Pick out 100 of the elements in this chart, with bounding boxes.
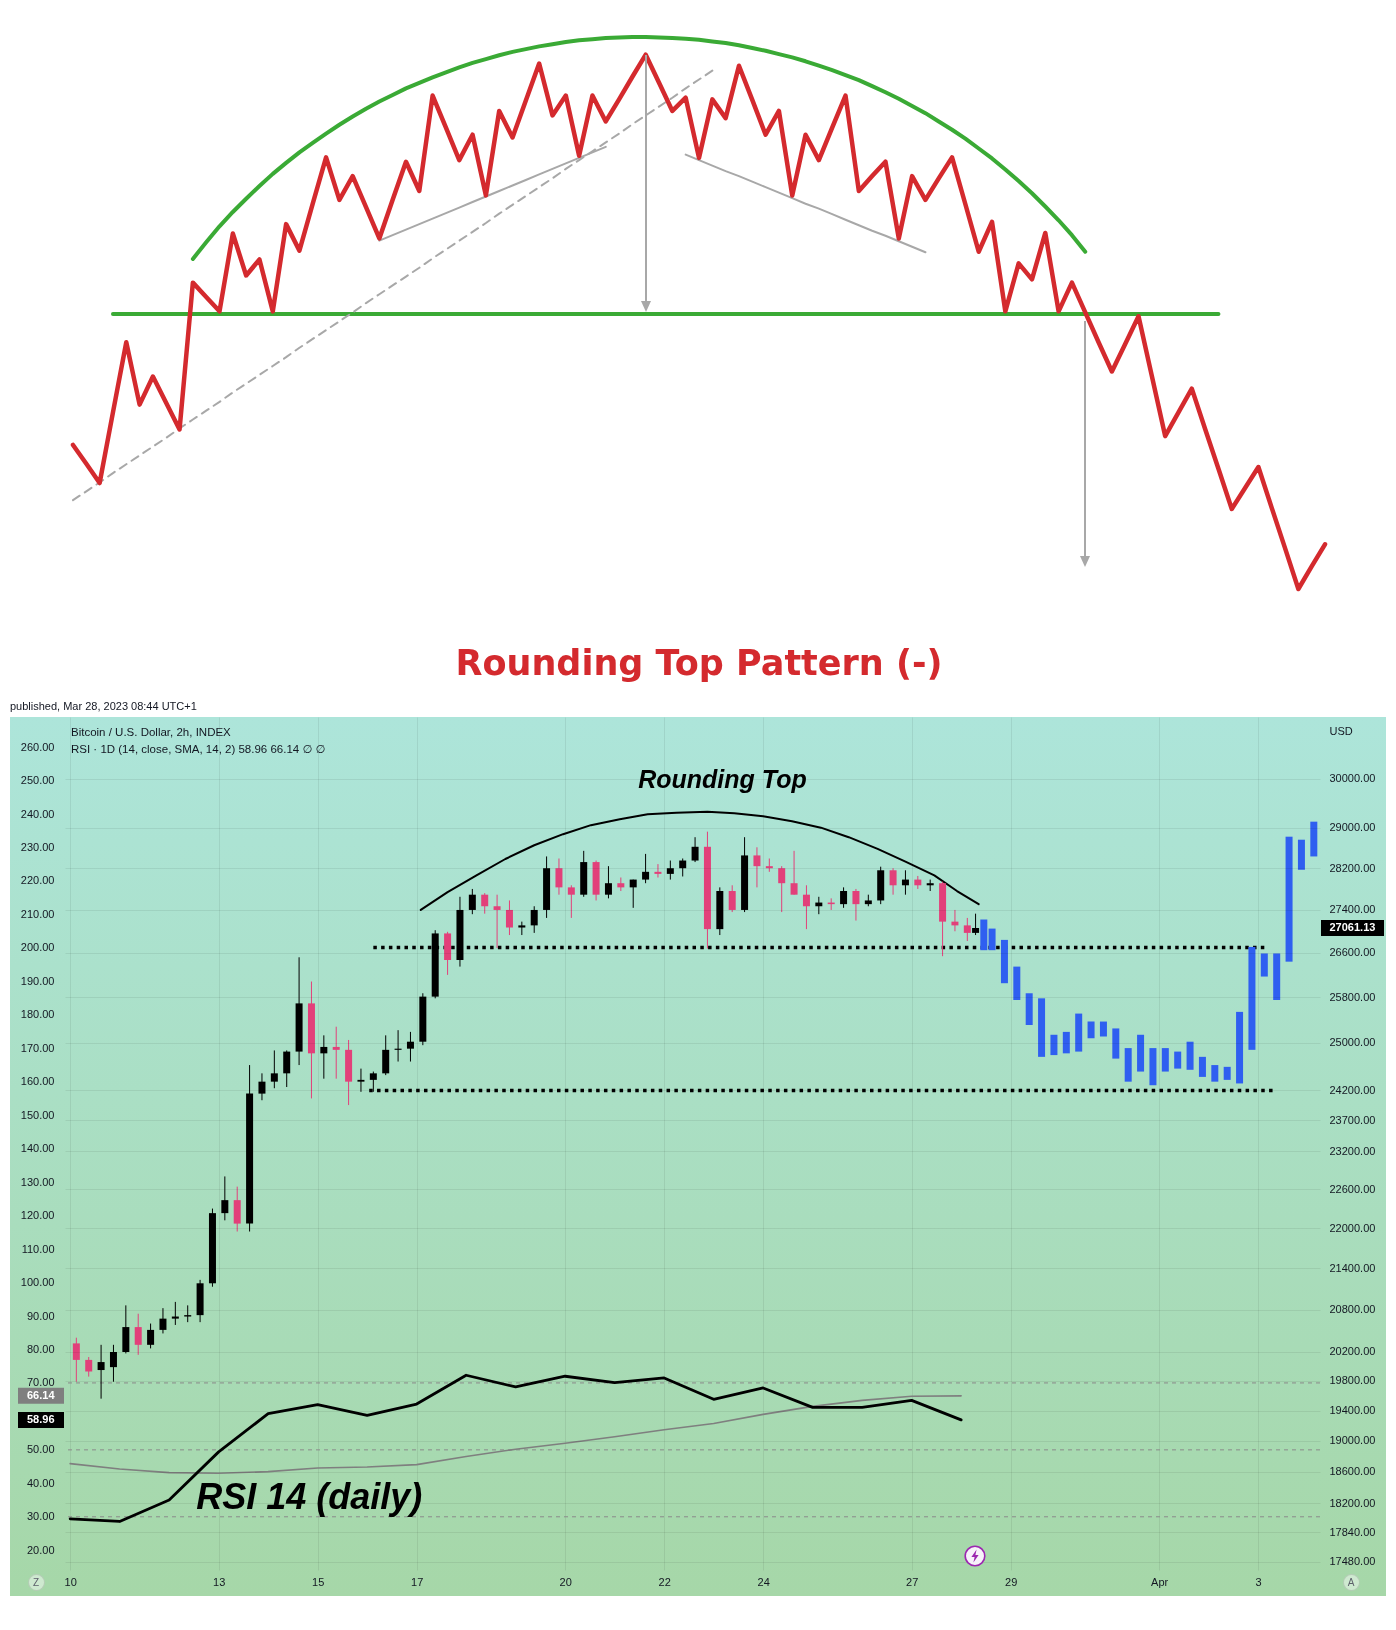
bar (1273, 953, 1281, 1001)
series-label: RSI 14 (daily) (196, 1475, 423, 1517)
bar (1198, 1056, 1206, 1077)
candlestick (802, 884, 810, 930)
y2-tick-label: 17840.00 (1329, 1525, 1376, 1538)
y2-tick-label: 20800.00 (1329, 1303, 1376, 1316)
y-tick-label: 66.14 (26, 1389, 56, 1402)
y2-tick-label: 25000.00 (1329, 1036, 1376, 1049)
y2-tick-label: 29000.00 (1329, 821, 1376, 834)
candlestick (555, 857, 563, 896)
candlestick (258, 1072, 266, 1101)
y-tick-label: 140.00 (20, 1142, 55, 1155)
candlestick (468, 888, 476, 915)
x-tick-label: 27 (906, 1576, 919, 1588)
y2-tick-label: 18600.00 (1329, 1465, 1376, 1478)
y2-tick-label: 19800.00 (1329, 1374, 1376, 1387)
bar (1248, 946, 1256, 1050)
candlestick (233, 1186, 241, 1233)
bar (1062, 1031, 1070, 1054)
bar (1161, 1048, 1169, 1072)
bar (1186, 1041, 1194, 1070)
x-tick-label: 17 (411, 1576, 424, 1588)
candlestick (728, 884, 736, 913)
y-tick-label: 30.00 (26, 1510, 55, 1523)
x-tick-label: 29 (1005, 1576, 1018, 1588)
candlestick (765, 857, 773, 873)
y2-tick-label: 21400.00 (1329, 1261, 1376, 1274)
candlestick (72, 1337, 80, 1383)
bar (1310, 821, 1318, 857)
y2-tick-label: 20200.00 (1329, 1345, 1376, 1358)
candlestick (406, 1031, 414, 1063)
candlestick (382, 1034, 390, 1076)
y2-axis-title: USD (1329, 724, 1353, 737)
candlestick (666, 860, 674, 881)
y-tick-label: 240.00 (20, 807, 55, 820)
y2-tick-label: 22600.00 (1329, 1182, 1376, 1195)
bar (1285, 836, 1293, 962)
y-tick-label: 220.00 (20, 874, 55, 887)
y2-tick-label: 19000.00 (1329, 1434, 1376, 1447)
bar (1236, 1011, 1244, 1084)
y2-tick-label: 18200.00 (1329, 1496, 1376, 1509)
x-tick-label: 24 (757, 1576, 770, 1588)
y2-tick-label: 25800.00 (1329, 990, 1376, 1003)
x-tick-label: 15 (312, 1576, 325, 1588)
bar (1013, 966, 1021, 1001)
y2-tick-label: 19400.00 (1329, 1404, 1376, 1417)
y-tick-label: 100.00 (20, 1276, 55, 1289)
y-tick-label: 200.00 (20, 941, 55, 954)
y-tick-label: 190.00 (20, 974, 55, 987)
candlestick (604, 865, 612, 899)
candlestick (790, 850, 798, 896)
bar (1087, 1021, 1095, 1039)
y2-tick-label: 27061.13 (1329, 921, 1376, 934)
bar (1149, 1048, 1157, 1086)
candlestick (357, 1068, 365, 1093)
candlestick (654, 863, 662, 879)
candlestick (332, 1026, 340, 1080)
y-tick-label: 90.00 (26, 1309, 55, 1322)
candlestick (171, 1301, 179, 1326)
candlestick (505, 899, 513, 936)
y2-tick-label: 22000.00 (1329, 1221, 1376, 1234)
y-tick-label: 58.96 (26, 1413, 55, 1426)
bar (1000, 939, 1008, 984)
round-button: A (1342, 1573, 1360, 1591)
series-label: Rounding Top (638, 764, 807, 793)
bar (1124, 1048, 1132, 1082)
bar (1038, 998, 1046, 1057)
candlestick (147, 1323, 155, 1349)
y-tick-label: 130.00 (20, 1175, 55, 1188)
candlestick (97, 1344, 105, 1400)
y2-tick-label: 27400.00 (1329, 903, 1376, 916)
y-tick-label: 110.00 (21, 1242, 55, 1255)
candlestick (320, 1034, 328, 1080)
text: Rounding Top Pattern (-) (455, 643, 943, 684)
candlestick (567, 884, 575, 919)
candlestick (642, 853, 650, 884)
candlestick (691, 836, 699, 863)
bar (1075, 1013, 1083, 1052)
y-tick-label: 160.00 (20, 1075, 55, 1088)
y-tick-label: 170.00 (20, 1041, 55, 1054)
y2-tick-label: 30000.00 (1329, 772, 1376, 785)
y-tick-label: 40.00 (26, 1476, 55, 1489)
candlestick (221, 1175, 229, 1221)
y-tick-label: 80.00 (26, 1342, 55, 1355)
bar (1099, 1021, 1107, 1037)
candlestick (283, 1049, 291, 1088)
text: published, Mar 28, 2023 08:44 UTC+1 (10, 699, 197, 713)
y2-tick-label: 24200.00 (1329, 1083, 1376, 1096)
bar (1025, 993, 1033, 1025)
candlestick (134, 1313, 142, 1356)
text: RSI · 1D (14, close, SMA, 14, 2) 58.96 66.14 ∅ ∅ (71, 742, 326, 755)
candlestick (159, 1307, 167, 1334)
candlestick (85, 1356, 93, 1378)
bar (1260, 953, 1268, 977)
y2-tick-label: 23700.00 (1329, 1113, 1376, 1126)
y-tick-label: 70.00 (26, 1376, 55, 1389)
bar (1050, 1034, 1058, 1056)
y-tick-label: 250.00 (20, 774, 55, 787)
candlestick (889, 867, 897, 896)
text: Bitcoin / U.S. Dollar, 2h, INDEX (71, 726, 232, 738)
